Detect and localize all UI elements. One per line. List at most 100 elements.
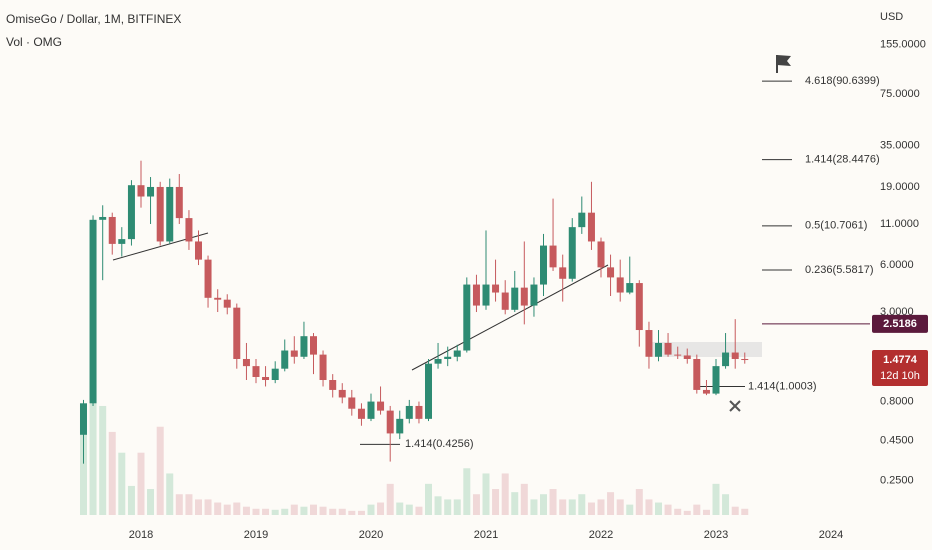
candle-body: [664, 342, 672, 355]
candle-body: [166, 186, 174, 242]
candle-body: [137, 185, 145, 197]
candle-body: [616, 277, 624, 293]
y-tick-label: 35.0000: [880, 139, 920, 151]
volume-bar: [367, 504, 375, 515]
candle-body: [175, 186, 183, 219]
x-tick-label: 2023: [704, 529, 728, 541]
volume-bar: [664, 504, 672, 515]
candle-body: [645, 330, 653, 357]
volume-bar: [386, 483, 394, 515]
candle-body: [79, 403, 87, 435]
candle-body: [357, 408, 365, 419]
volume-bar: [281, 508, 289, 515]
volume-bar: [444, 499, 452, 515]
x-mark: [729, 400, 741, 412]
volume-bar: [559, 499, 567, 515]
candle-body: [626, 283, 634, 293]
volume-bar: [89, 380, 97, 515]
volume-bar: [357, 510, 365, 515]
volume-bar: [156, 426, 164, 515]
volume-bar: [530, 499, 538, 515]
volume-bar: [463, 468, 471, 515]
candle-body: [520, 287, 528, 306]
candle-body: [425, 363, 433, 419]
volume-bar: [175, 494, 183, 515]
volume-bar: [309, 504, 317, 515]
candle-body: [463, 284, 471, 351]
candle-body: [415, 405, 423, 419]
candle-body: [377, 401, 385, 411]
candle-body: [223, 299, 231, 308]
volume-bar: [204, 499, 212, 515]
candle-body: [262, 376, 270, 381]
candle-body: [290, 350, 298, 357]
x-tick-label: 2024: [819, 529, 843, 541]
candle-body: [511, 287, 519, 310]
candle-body: [386, 410, 394, 434]
x-tick-label: 2020: [359, 529, 383, 541]
last-price-tag: [872, 350, 928, 387]
trend-line: [411, 264, 609, 371]
candle-body: [568, 227, 576, 279]
candle-body: [472, 284, 480, 306]
candle-body: [712, 366, 720, 394]
candle-body: [693, 358, 701, 390]
candle-body: [405, 405, 413, 419]
candle-body: [549, 245, 557, 268]
flag-icon: [776, 55, 791, 73]
fib-label: 1.414(0.4256): [405, 438, 474, 450]
candle-body: [319, 354, 327, 381]
candle-body: [309, 336, 317, 355]
fib-label: 0.5(10.7061): [805, 220, 867, 232]
volume-bar: [127, 485, 135, 515]
volume-bar: [568, 499, 576, 515]
volume-bar: [472, 494, 480, 515]
candle-body: [233, 307, 241, 359]
last-price-label: 1.4774: [883, 354, 918, 366]
volume-bar: [118, 452, 126, 515]
volume-bar: [396, 502, 404, 515]
volume-bar: [578, 494, 586, 515]
candle-body: [444, 356, 452, 359]
candle-body: [559, 267, 567, 279]
candle-body: [731, 352, 739, 359]
candle-body: [147, 186, 155, 197]
x-tick-label: 2019: [244, 529, 268, 541]
candle-body: [587, 212, 595, 242]
volume-bar: [712, 483, 720, 515]
volume-bar: [482, 473, 490, 515]
volume-bar: [166, 473, 174, 515]
candle-body: [607, 267, 615, 278]
candle-body: [530, 284, 538, 306]
volume-bar: [425, 483, 433, 515]
fib-label: 1.414(28.4476): [805, 154, 880, 166]
candle-body: [89, 219, 97, 404]
candle-body: [453, 350, 461, 357]
volume-bar: [108, 431, 116, 515]
volume-bar: [683, 510, 691, 515]
candle-body: [252, 366, 260, 377]
y-tick-label: 0.4500: [880, 434, 914, 446]
candle-body: [722, 352, 730, 367]
candle-body: [329, 380, 337, 390]
chart-title: OmiseGo / Dollar, 1M, BITFINEX: [6, 12, 181, 26]
volume-bar: [194, 499, 202, 515]
volume-bar: [674, 508, 682, 515]
candle-body: [540, 245, 548, 285]
volume-bar: [79, 431, 87, 515]
candle-body: [396, 418, 404, 434]
y-tick-label: 11.0000: [880, 218, 919, 230]
candle-body: [281, 350, 289, 369]
candle-body: [156, 186, 164, 242]
y-tick-label: 75.0000: [880, 88, 920, 100]
volume-bar: [731, 506, 739, 515]
x-tick-label: 2021: [474, 529, 498, 541]
candle-body: [702, 389, 710, 394]
candle-body: [108, 216, 116, 244]
candle-body: [118, 239, 126, 244]
volume-bar: [137, 452, 145, 515]
candle-body: [683, 355, 691, 359]
volume-bar: [511, 492, 519, 515]
candle-body: [492, 284, 500, 293]
volume-bar: [415, 506, 423, 515]
